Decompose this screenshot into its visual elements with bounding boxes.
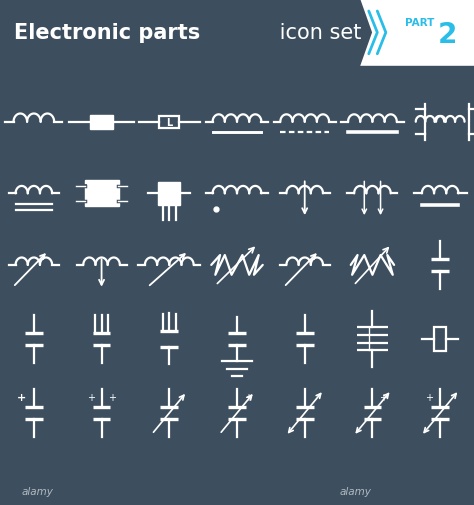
Text: +: + (425, 392, 433, 402)
Text: +: + (109, 392, 117, 402)
Text: 2: 2 (438, 21, 457, 48)
Text: alamy: alamy (339, 486, 372, 496)
Text: Electronic parts: Electronic parts (14, 23, 201, 43)
Text: L: L (166, 118, 173, 127)
Bar (90, 116, 113, 129)
Bar (434, 327, 446, 351)
Text: +: + (379, 392, 387, 402)
Text: +: + (87, 392, 95, 402)
Text: alamy: alamy (22, 486, 54, 496)
Polygon shape (360, 0, 474, 67)
Bar (158, 182, 180, 206)
Text: +: + (244, 392, 252, 402)
Bar (159, 116, 180, 129)
Text: icon set: icon set (273, 23, 361, 43)
Text: PART: PART (405, 18, 434, 28)
Bar (85, 181, 118, 207)
Text: +: + (17, 392, 26, 402)
